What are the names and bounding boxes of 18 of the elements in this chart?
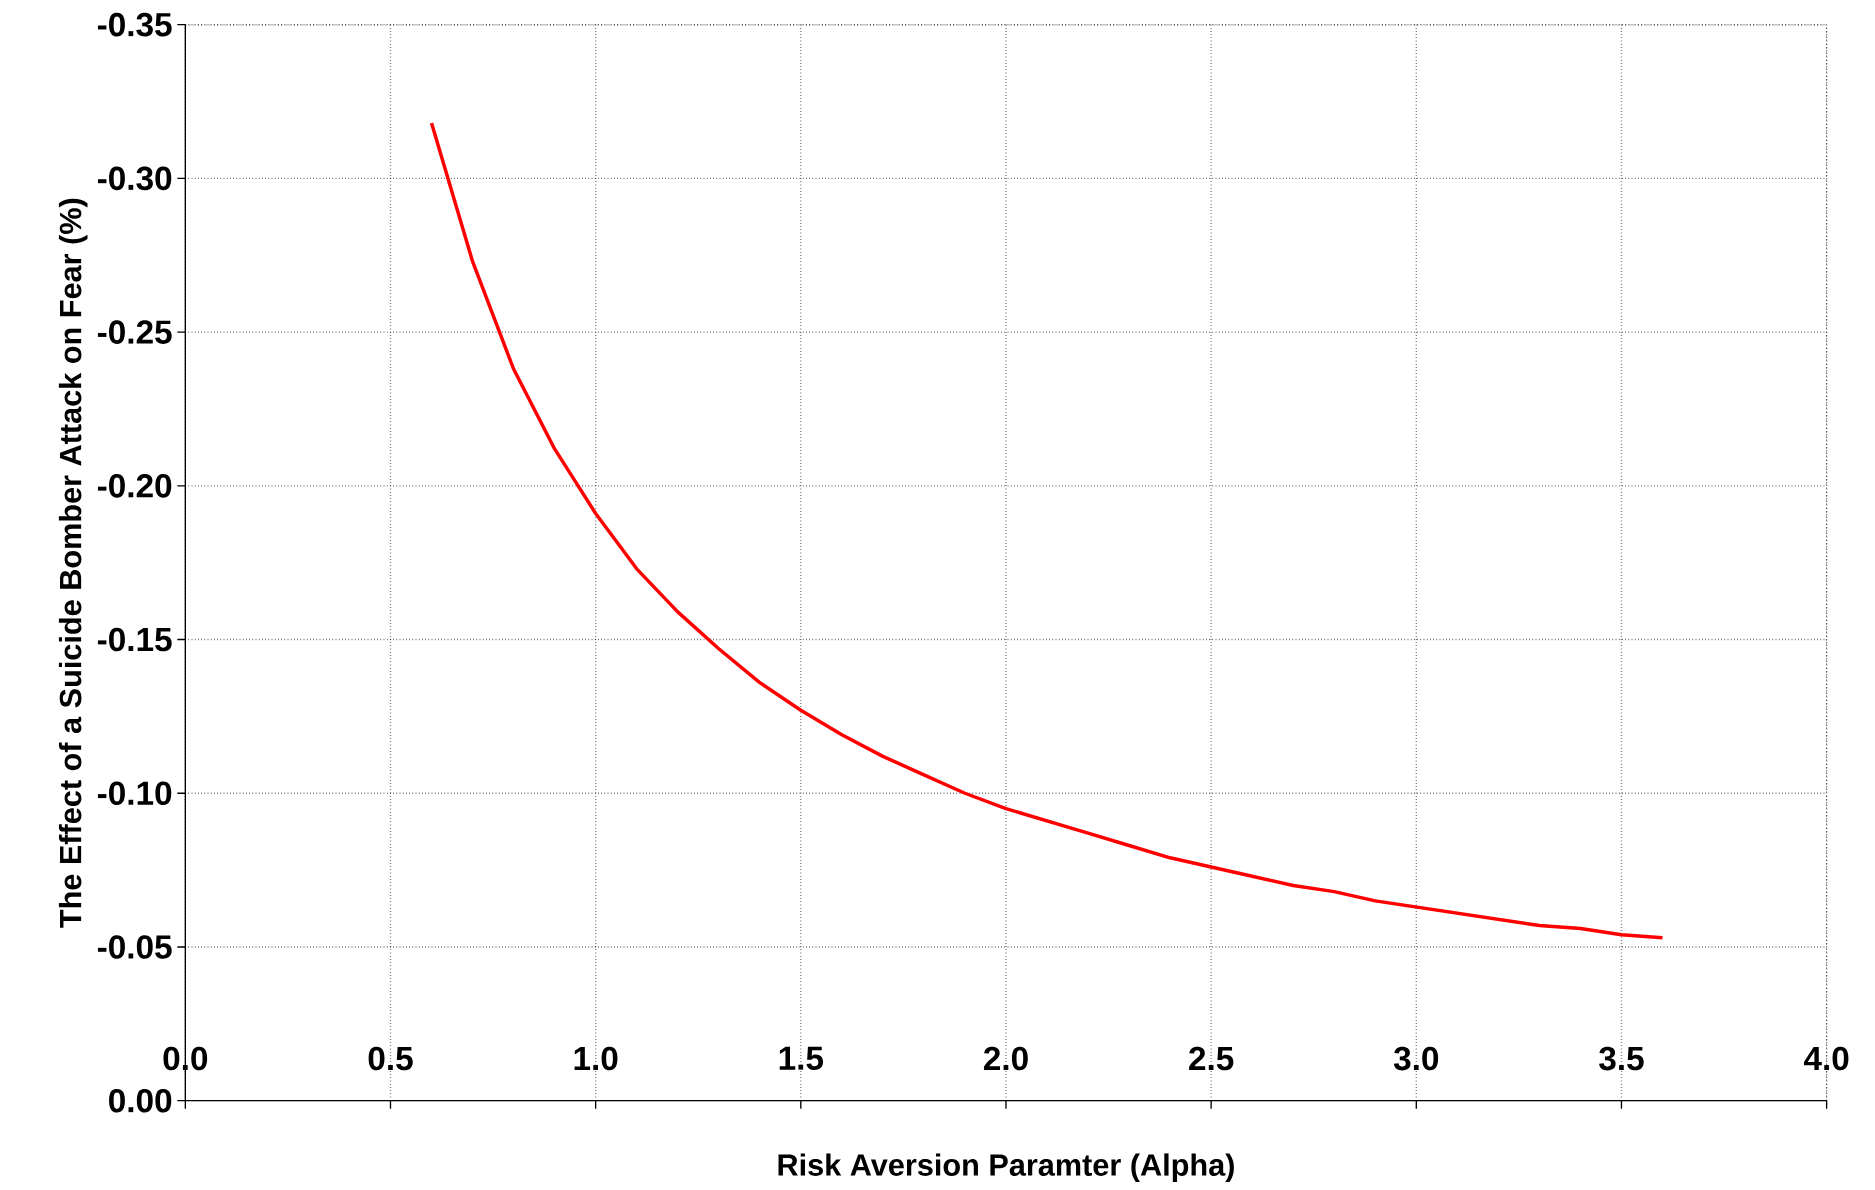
x-tick-label: 4.0 xyxy=(1803,1046,1849,1071)
y-axis-title: The Effect of a Suicide Bomber Attack on Fear (%) xyxy=(58,198,88,928)
x-tick-label: 0.5 xyxy=(368,1046,413,1071)
y-tick-label: -0.05 xyxy=(97,935,172,959)
y-tick-label: -0.25 xyxy=(97,320,172,344)
y-tick-label: -0.15 xyxy=(97,627,172,652)
y-tick-label: -0.35 xyxy=(97,12,172,37)
y-tick-label: 0.00 xyxy=(109,1088,172,1113)
x-tick-label: 2.5 xyxy=(1189,1046,1234,1071)
y-tick-label: -0.10 xyxy=(97,781,172,806)
x-tick-label: 3.0 xyxy=(1393,1046,1439,1071)
y-tick-label: -0.30 xyxy=(97,166,172,191)
x-tick-label: 3.5 xyxy=(1599,1046,1644,1071)
x-tick-label: 1.5 xyxy=(779,1046,824,1070)
y-tick-label: -0.20 xyxy=(97,474,172,498)
x-tick-label: 2.0 xyxy=(983,1046,1028,1071)
x-tick-label: 1.0 xyxy=(574,1046,618,1071)
x-axis-title: Risk Aversion Paramter (Alpha) xyxy=(778,1153,1234,1182)
